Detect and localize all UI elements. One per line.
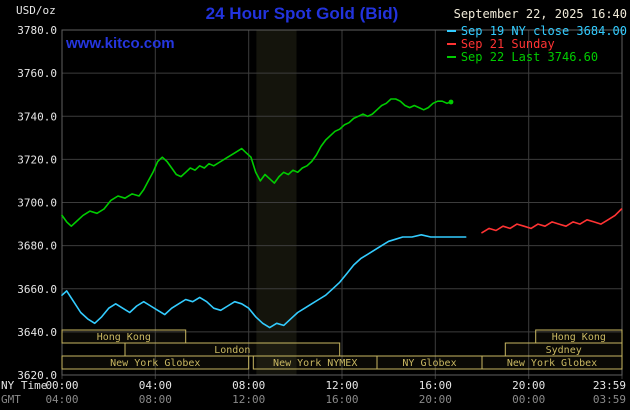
gmt-label: GMT bbox=[1, 393, 21, 406]
x-tick-ny: 08:00 bbox=[232, 379, 265, 392]
legend-item: Sep 19 NY close 3684.00 bbox=[446, 24, 627, 38]
session-label: New York Globex bbox=[110, 358, 200, 369]
session-band-new-york-globex bbox=[61, 355, 250, 370]
x-tick-gmt: 00:00 bbox=[512, 393, 545, 406]
chart-timestamp: September 22, 2025 16:40 bbox=[453, 7, 627, 21]
legend-dash-icon bbox=[446, 30, 456, 32]
x-tick-gmt: 08:00 bbox=[139, 393, 172, 406]
series-sep-22-last bbox=[61, 98, 452, 227]
y-tick-label: 3660.0 bbox=[17, 283, 57, 296]
session-label: New York Globex bbox=[507, 358, 597, 369]
legend-dash-icon bbox=[446, 56, 456, 58]
legend: Sep 19 NY close 3684.00 Sep 21 Sunday Sep … bbox=[446, 24, 627, 64]
x-tick-ny: 04:00 bbox=[139, 379, 172, 392]
legend-label: Sep 22 Last 3746.60 bbox=[460, 50, 599, 64]
x-tick-ny: 16:00 bbox=[419, 379, 452, 392]
session-label: Hong Kong bbox=[97, 332, 151, 343]
y-tick-label: 3640.0 bbox=[17, 326, 57, 339]
legend-dash-icon bbox=[446, 43, 456, 45]
x-tick-ny: 23:59 bbox=[593, 379, 626, 392]
market-sessions: Hong Kong Hong Kong London Sydney New York G… bbox=[61, 329, 623, 370]
y-tick-label: 3780.0 bbox=[17, 24, 57, 37]
plot-border bbox=[61, 29, 623, 376]
x-tick-ny: 00:00 bbox=[45, 379, 78, 392]
y-tick-label: 3720.0 bbox=[17, 153, 57, 166]
last-price-marker bbox=[448, 99, 454, 105]
session-label: NY Globex bbox=[402, 358, 456, 369]
kitco-link[interactable]: www.kitco.com bbox=[66, 35, 175, 52]
session-label: Hong Kong bbox=[552, 332, 606, 343]
x-tick-gmt: 03:59 bbox=[593, 393, 626, 406]
session-label: London bbox=[214, 345, 250, 356]
session-label: Sydney bbox=[546, 345, 582, 356]
legend-item: Sep 22 Last 3746.60 bbox=[446, 50, 627, 64]
grid bbox=[61, 29, 623, 379]
legend-label: Sep 21 Sunday bbox=[460, 37, 555, 51]
series-sep-21-sunday bbox=[481, 208, 623, 234]
x-tick-ny: 12:00 bbox=[325, 379, 358, 392]
x-tick-gmt: 20:00 bbox=[419, 393, 452, 406]
session-band-hong-kong bbox=[61, 329, 187, 344]
y-tick-label: 3740.0 bbox=[17, 110, 57, 123]
y-tick-label: 3700.0 bbox=[17, 197, 57, 210]
y-tick-label: 3620.0 bbox=[17, 369, 57, 382]
series-sep-19-ny-close bbox=[61, 234, 467, 329]
session-band-new-york-globex bbox=[481, 355, 623, 370]
x-tick-gmt: 16:00 bbox=[325, 393, 358, 406]
y-tick-label: 3680.0 bbox=[17, 240, 57, 253]
page-title: 24 Hour Spot Gold (Bid) bbox=[205, 4, 399, 23]
x-tick-gmt: 12:00 bbox=[232, 393, 265, 406]
y-axis-labels: 3620.0 3640.0 3660.0 3680.0 3700.0 3720.0 3740… bbox=[17, 24, 57, 382]
x-tick-ny: 20:00 bbox=[512, 379, 545, 392]
legend-item: Sep 21 Sunday bbox=[446, 37, 627, 51]
y-axis-unit: USD/oz bbox=[16, 4, 56, 17]
y-tick-label: 3760.0 bbox=[17, 67, 57, 80]
legend-label: Sep 19 NY close 3684.00 bbox=[460, 24, 627, 38]
x-axis-gmt: GMT 04:00 08:00 12:00 16:00 20:00 00:00 03:59 bbox=[1, 393, 626, 406]
x-tick-gmt: 04:00 bbox=[45, 393, 78, 406]
ny-time-label: NY Time bbox=[1, 379, 47, 392]
session-label: New York NYMEX bbox=[273, 358, 357, 369]
